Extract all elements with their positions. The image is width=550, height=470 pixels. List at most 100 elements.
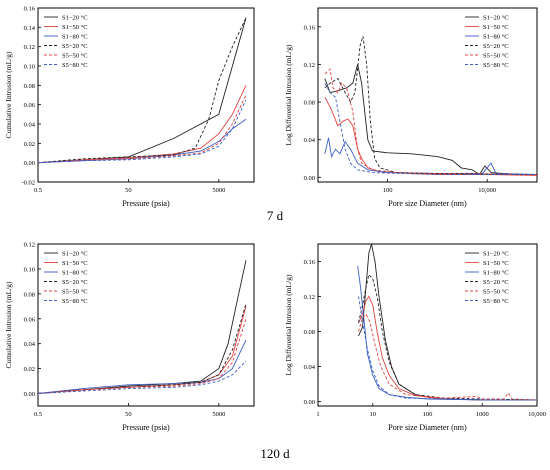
series-line [37,118,247,164]
y-axis-label: Cumulative Intrusion (mL/g) [4,51,13,139]
legend-label: S5−20 °C [62,279,88,286]
legend-label: S5−80 °C [62,62,88,69]
x-tick-label: 1 [316,411,319,418]
series-line [358,243,537,401]
y-tick-label: 0.02 [24,141,35,148]
x-tick-label: 100 [383,187,393,194]
legend-label: S5−50 °C [483,53,509,60]
x-tick-label: 0.5 [34,187,42,194]
y-tick-label: 0.04 [304,137,316,144]
y-tick-label: 0.12 [304,294,315,301]
legend-label: S5−20 °C [483,43,509,50]
series-line [37,306,247,394]
y-tick-label: 0.06 [24,316,36,323]
x-axis-label: Pore size Diameter (nm) [388,199,467,208]
y-tick-label: 0.16 [24,6,36,13]
x-tick-label: 50 [125,187,132,194]
y-tick-label: 0.08 [24,291,35,298]
x-tick-label: 100 [423,411,433,418]
legend-label: S5−20 °C [483,279,509,286]
y-axis-label: Log Differential Intrusion (mL/g) [284,44,293,145]
legend-label: S1−50 °C [483,24,509,31]
caption-top: 7 d [266,208,284,223]
y-tick-label: 0.00 [304,399,315,406]
x-tick-label: 10,000 [528,411,546,418]
caption-bottom: 120 d [260,446,290,461]
legend-label: S5−80 °C [483,298,509,305]
x-tick-label: 10,000 [478,187,496,194]
y-tick-label: 0.06 [24,102,36,109]
legend-label: S5−50 °C [62,289,88,296]
y-axis-label: Log Differential Intrusion (mL/g) [284,274,293,375]
chart-panel-2: 0.00 0.04 0.08 0.12 0.16 100 10,000 Pore size D… [284,7,538,208]
plot-frame [317,243,538,407]
x-axis-label: Pressure (psia) [122,423,170,432]
y-tick-label: 0.12 [24,242,35,249]
legend-label: S1−50 °C [62,260,88,267]
legend-label: S1−20 °C [483,15,509,22]
chart-panel-1: -0.02 0.00 0.02 0.04 0.06 0.08 0.10 0.12 0.14 0.1… [4,6,255,208]
y-tick-label: 0.04 [24,341,36,348]
series-line [37,99,247,164]
y-tick-label: 0.04 [304,364,316,371]
y-tick-label: 0.12 [304,62,315,69]
chart-panel-3: 0.00 0.02 0.04 0.06 0.08 0.10 0.12 0.5 50 5000 Pre… [4,242,255,432]
legend-label: S5−80 °C [483,62,509,69]
x-tick-label: 0.5 [34,411,42,418]
y-tick-label: 0.02 [24,366,35,373]
plot-frame [37,243,255,407]
plot-frame [37,7,255,183]
legend-label: S1−20 °C [483,251,509,258]
series-line [324,64,537,176]
x-tick-label: 1000 [476,411,489,418]
y-tick-label: 0.00 [24,160,35,167]
legend-label: S5−50 °C [483,289,509,296]
legend-label: S5−20 °C [62,43,88,50]
legend-label: S1−50 °C [483,260,509,267]
series-line [324,97,538,176]
y-tick-label: 0.00 [24,391,35,398]
legend-label: S1−20 °C [62,15,88,22]
series-line [324,82,537,175]
x-axis-label: Pore size Diameter (nm) [388,423,467,432]
legend-label: S1−80 °C [62,34,88,41]
series-line [37,17,247,164]
series-line [37,318,247,394]
series-line [358,313,538,401]
series-line [37,339,247,394]
legend-label: S5−80 °C [62,298,88,305]
series-line [358,295,537,401]
series-line [324,68,538,175]
legend-label: S5−50 °C [62,53,88,60]
y-tick-label: 0.08 [24,83,35,90]
chart-panel-4: 0.00 0.04 0.08 0.12 0.16 1 10 100 1000 10,000 Pore… [284,243,546,432]
series-line [37,360,247,394]
y-tick-label: 0.00 [304,175,315,182]
y-tick-label: 0.08 [304,329,315,336]
x-tick-label: 5000 [212,411,225,418]
plot-frame [317,7,538,183]
series-line [358,296,537,401]
series-line [37,94,247,164]
y-tick-label: 0.04 [24,122,36,129]
series-line [324,137,538,175]
x-tick-label: 5000 [212,187,225,194]
x-tick-label: 50 [125,411,132,418]
y-tick-label: -0.02 [21,180,35,187]
legend-label: S1−80 °C [483,270,509,277]
y-tick-label: 0.12 [24,44,35,51]
x-axis-label: Pressure (psia) [122,199,170,208]
y-tick-label: 0.14 [24,25,36,32]
series-line [37,85,247,164]
y-tick-label: 0.08 [304,100,315,107]
y-tick-label: 0.16 [304,24,316,31]
legend-label: S1−80 °C [483,34,509,41]
x-tick-label: 10 [370,411,377,418]
y-axis-label: Cumulative Intrusion (mL/g) [4,281,13,369]
y-tick-label: 0.16 [304,259,316,266]
legend-label: S1−20 °C [62,251,88,258]
legend-label: S1−80 °C [62,270,88,277]
y-tick-label: 0.10 [24,266,35,273]
